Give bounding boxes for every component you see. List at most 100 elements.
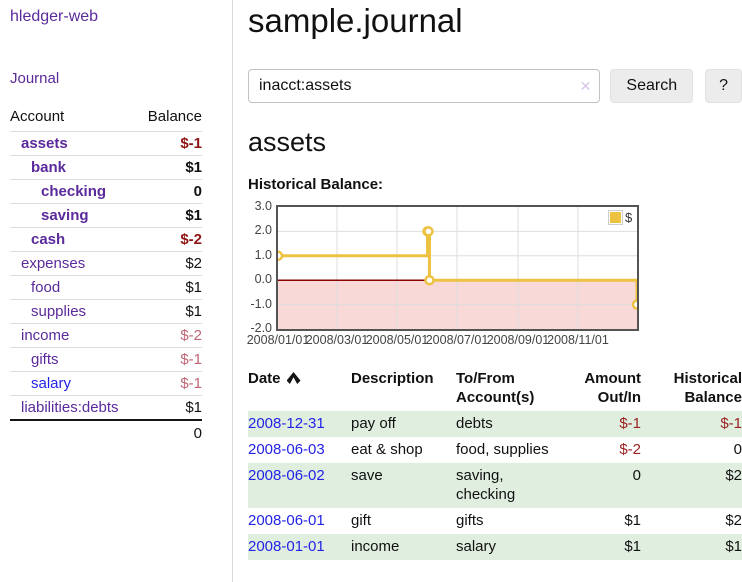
account-link[interactable]: saving [41, 207, 89, 224]
register-cell-amount: $-1 [619, 415, 641, 432]
accounts-table: Account Balance assets $-1 bank $1 checking 0… [10, 108, 202, 445]
register-cell-date: 2008-06-01 [248, 508, 345, 534]
account-link[interactable]: cash [31, 231, 66, 248]
account-row: checking 0 [10, 179, 202, 204]
account-balance: $1 [138, 275, 202, 300]
y-axis-tick-label: -1.0 [250, 296, 272, 311]
y-axis-tick-label: 2.0 [254, 223, 272, 238]
search-button[interactable]: Search [610, 69, 694, 103]
sort-ascending-icon [286, 372, 301, 384]
accounts-tbody: assets $-1 bank $1 checking 0 saving $1 cash $-2 e… [10, 131, 202, 421]
chart-title: Historical Balance: [248, 176, 384, 193]
account-balance: $-2 [138, 227, 202, 252]
x-axis-tick-label: 2008/01/01 [246, 333, 310, 347]
account-balance: $1 [138, 203, 202, 228]
register-cell-description: eat & shop [351, 441, 423, 458]
search-input[interactable] [248, 69, 601, 103]
register-cell-amount: $-2 [619, 441, 641, 458]
account-row: cash $-2 [10, 227, 202, 252]
y-axis-tick-label: 1.0 [254, 247, 272, 262]
search-box: ✕ [248, 69, 601, 103]
register-cell-date: 2008-01-01 [248, 534, 345, 560]
account-link[interactable]: salary [31, 375, 72, 392]
register-cell-accounts: gifts [456, 512, 484, 529]
account-balance: $1 [185, 399, 202, 416]
historical-balance-chart: $ 3.0 2.0 1.0 0.0 -1.0 -2.0 2008/01/01 2008/03/… [247, 199, 742, 352]
transaction-date-link[interactable]: 2008-06-01 [248, 512, 325, 529]
account-row: assets $-1 [10, 131, 202, 156]
page-title: sample.journal [248, 2, 463, 39]
accounts-total-value: 0 [138, 419, 202, 445]
x-axis-tick-label: 2008/03/01 [305, 333, 369, 347]
transaction-date-link[interactable]: 2008-12-31 [248, 415, 325, 432]
account-link[interactable]: bank [31, 159, 67, 176]
account-link[interactable]: gifts [31, 351, 59, 368]
account-balance: $-1 [138, 347, 202, 372]
y-axis-tick-label: 0.0 [254, 272, 272, 287]
col-amount: Amount Out/In [584, 370, 641, 406]
transaction-date-link[interactable]: 2008-06-02 [248, 467, 325, 484]
main-content: sample.journal ✕ Search ? assets Histori… [247, 0, 742, 560]
account-link[interactable]: income [21, 327, 70, 344]
register-cell-description: save [351, 467, 383, 484]
register-table: Date Description To/From Account(s) Amou… [248, 366, 742, 560]
account-balance: $-1 [138, 371, 202, 396]
register-tbody: 2008-12-31 pay off debts $-1 $-1 2008-06-03 ea… [248, 411, 742, 560]
account-row: saving $1 [10, 203, 202, 228]
account-link[interactable]: expenses [21, 255, 86, 272]
account-link[interactable]: supplies [31, 303, 87, 320]
account-link[interactable]: assets [21, 135, 68, 152]
register-cell-balance: 0 [733, 441, 742, 458]
accounts-total-spacer [10, 419, 139, 445]
account-balance: 0 [138, 179, 202, 204]
account-balance: $-2 [138, 323, 202, 348]
nav-journal-link[interactable]: Journal [10, 70, 60, 87]
account-balance: $2 [138, 251, 202, 276]
account-row: expenses $2 [10, 251, 202, 276]
account-row: food $1 [10, 275, 202, 300]
series-label: $ [625, 210, 633, 225]
register-row: 2008-01-01 income salary $1 $1 [248, 534, 742, 560]
account-balance: $1 [138, 155, 202, 180]
col-date[interactable]: Date [248, 366, 345, 411]
account-balance: $-1 [138, 131, 202, 156]
register-cell-balance: $2 [725, 512, 742, 529]
register-cell-accounts: salary [456, 538, 497, 555]
register-cell-description: pay off [351, 415, 396, 432]
account-row: liabilities:debts $1 [10, 396, 202, 421]
register-row: 2008-06-01 gift gifts $1 $2 [248, 508, 742, 534]
chart-legend: $ [608, 210, 632, 225]
y-axis-tick-label: 3.0 [254, 199, 272, 213]
account-row: gifts $-1 [10, 347, 202, 372]
accounts-header-row: Account Balance [10, 108, 202, 132]
register-cell-amount: 0 [632, 467, 641, 484]
search-form: ✕ Search ? [248, 69, 742, 103]
account-link[interactable]: checking [41, 183, 107, 200]
register-cell-balance: $1 [725, 538, 742, 555]
x-axis-tick-label: 2008/07/01 [425, 333, 489, 347]
sidebar-divider [232, 0, 233, 582]
account-link[interactable]: food [31, 279, 61, 296]
chart-svg [272, 207, 643, 329]
register-cell-accounts: debts [456, 415, 493, 432]
col-accounts: To/From Account(s) [456, 370, 535, 406]
account-link[interactable]: liabilities:debts [21, 399, 119, 416]
help-button[interactable]: ? [705, 69, 742, 103]
register-row: 2008-12-31 pay off debts $-1 $-1 [248, 411, 742, 437]
sidebar: hledger-web Journal Account Balance asse… [0, 0, 232, 445]
account-heading: assets [248, 127, 327, 157]
clear-search-icon[interactable]: ✕ [579, 78, 592, 94]
brand-link[interactable]: hledger-web [10, 8, 99, 25]
accounts-col-account: Account [10, 108, 139, 132]
register-cell-date: 2008-12-31 [248, 411, 345, 437]
transaction-date-link[interactable]: 2008-01-01 [248, 538, 325, 555]
register-cell-description: gift [351, 512, 372, 529]
register-row: 2008-06-02 save saving, checking 0 $2 [248, 463, 742, 508]
x-axis-tick-label: 2008/11/01 [547, 333, 609, 347]
y-axis-tick-label: -2.0 [250, 321, 272, 335]
register-header-row: Date Description To/From Account(s) Amou… [248, 366, 742, 411]
x-axis-tick-label: 2008/09/01 [486, 333, 550, 347]
register-cell-accounts: food, supplies [456, 441, 549, 458]
transaction-date-link[interactable]: 2008-06-03 [248, 441, 325, 458]
